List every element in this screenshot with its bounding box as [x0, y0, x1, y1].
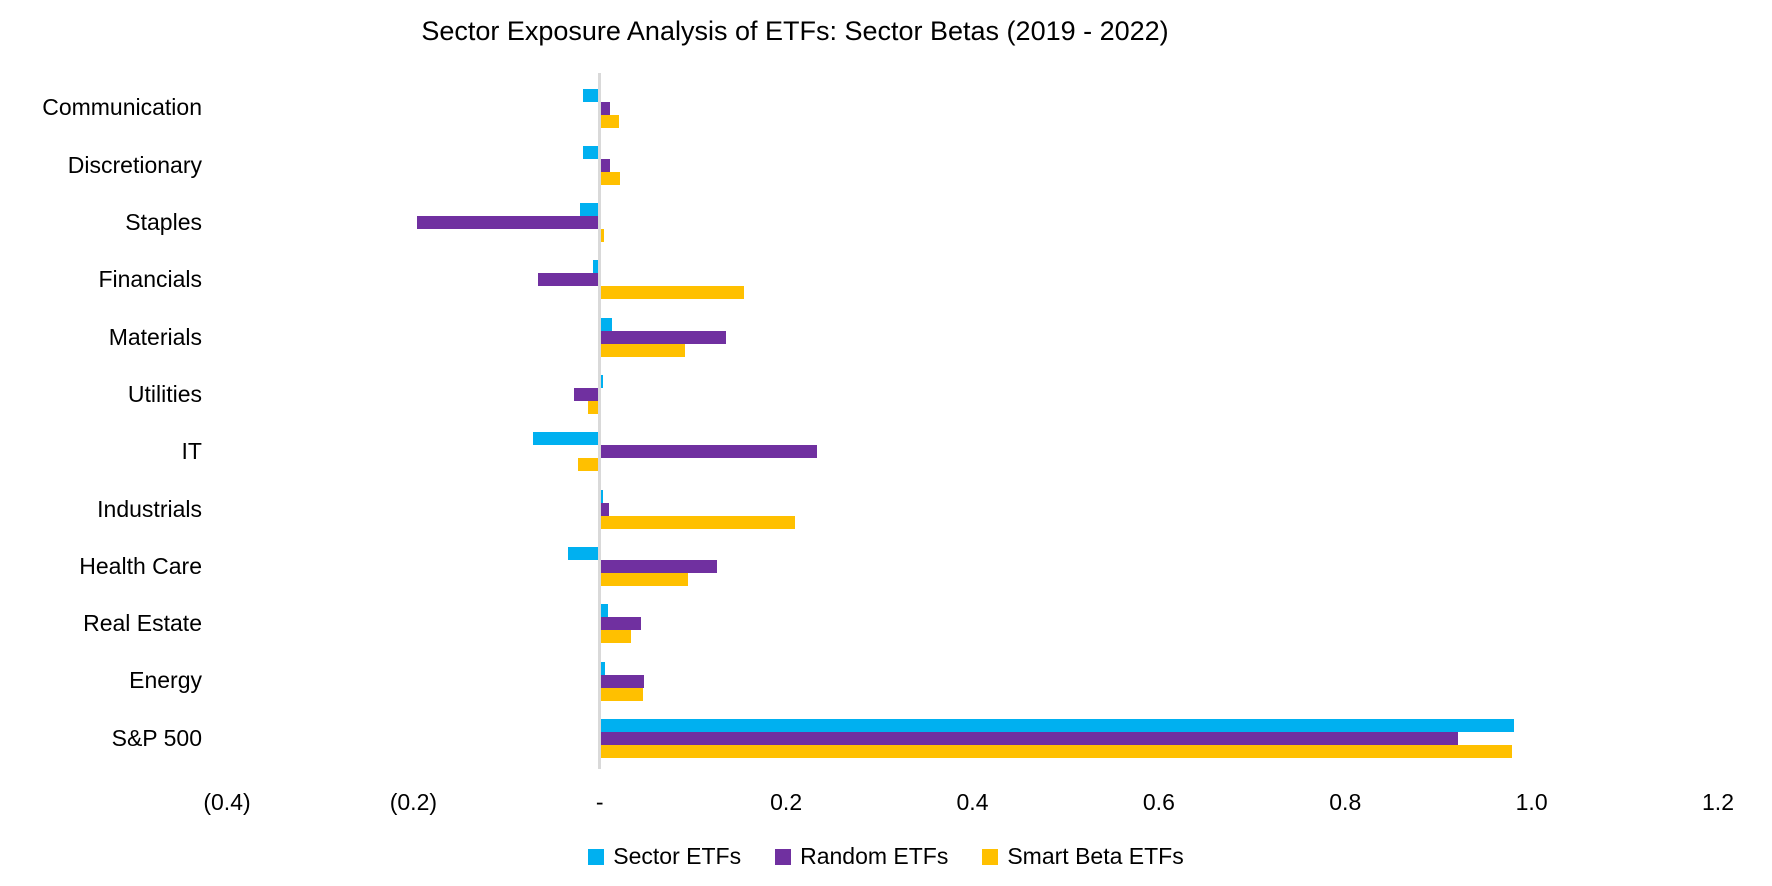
legend-label: Smart Beta ETFs	[1007, 843, 1184, 869]
legend-label: Sector ETFs	[613, 843, 742, 869]
legend-item-random-etfs: Random ETFs	[775, 843, 948, 870]
bar-random-etfs	[599, 559, 718, 573]
bar-sector-etfs	[568, 546, 600, 560]
category-label: Materials	[108, 323, 202, 350]
bar-smart-beta-etfs	[599, 687, 643, 701]
category-label: Utilities	[127, 380, 202, 407]
legend-item-sector-etfs: Sector ETFs	[588, 843, 741, 870]
chart-title: Sector Exposure Analysis of ETFs: Sector…	[421, 16, 1169, 46]
bar-sector-etfs	[599, 661, 606, 675]
bar-random-etfs	[599, 445, 817, 459]
bar-smart-beta-etfs	[578, 458, 600, 472]
bar-smart-beta-etfs	[599, 171, 621, 185]
x-tick-label: 1.0	[1515, 789, 1548, 815]
bar-random-etfs	[599, 674, 645, 688]
bar-sector-etfs	[599, 718, 1514, 732]
category-label: Discretionary	[67, 151, 202, 178]
bar-sector-etfs	[599, 604, 609, 618]
x-tick-label: -	[595, 789, 604, 815]
category-label: Real Estate	[83, 610, 202, 637]
category-label: Financials	[98, 266, 202, 293]
bar-sector-etfs	[582, 145, 600, 159]
bar-smart-beta-etfs	[599, 515, 795, 529]
bar-smart-beta-etfs	[587, 401, 600, 414]
category-label: Staples	[125, 209, 202, 236]
category-label: Industrials	[97, 495, 202, 522]
zero-axis-line	[598, 73, 602, 769]
legend-swatch-icon	[588, 848, 605, 865]
bar-smart-beta-etfs	[599, 343, 686, 357]
bar-random-etfs	[573, 388, 600, 401]
x-tick-label: (0.4)	[203, 789, 251, 815]
x-tick-label: 0.6	[1142, 789, 1175, 815]
bar-random-etfs	[538, 273, 600, 287]
legend-swatch-icon	[775, 848, 792, 865]
bar-random-etfs	[599, 330, 727, 344]
bar-random-etfs	[599, 731, 1458, 745]
legend-label: Random ETFs	[800, 843, 949, 869]
bar-random-etfs	[599, 101, 610, 115]
legend-swatch-icon	[982, 848, 999, 865]
bar-random-etfs	[599, 158, 610, 172]
bar-random-etfs	[599, 617, 641, 631]
bar-sector-etfs	[532, 432, 600, 446]
bar-sector-etfs	[599, 375, 604, 388]
bar-smart-beta-etfs	[599, 114, 620, 128]
category-label: Communication	[42, 94, 202, 121]
x-tick-label: 1.2	[1702, 789, 1734, 815]
category-label: Health Care	[79, 552, 202, 579]
bar-sector-etfs	[599, 317, 612, 331]
x-tick-label: (0.2)	[389, 789, 438, 815]
bar-smart-beta-etfs	[599, 286, 745, 300]
bar-smart-beta-etfs	[599, 229, 605, 243]
bar-sector-etfs	[599, 489, 604, 503]
bar-smart-beta-etfs	[599, 744, 1513, 758]
x-tick-label: 0.2	[770, 789, 803, 815]
category-label: Energy	[129, 667, 202, 694]
legend: Sector ETFs Random ETFs Smart Beta ETFs	[0, 843, 1772, 870]
bar-smart-beta-etfs	[599, 572, 689, 586]
bar-sector-etfs	[580, 203, 600, 217]
bar-sector-etfs	[593, 260, 600, 274]
legend-item-smart-beta-etfs: Smart Beta ETFs	[982, 843, 1184, 870]
bar-smart-beta-etfs	[599, 630, 632, 644]
bar-random-etfs	[599, 502, 610, 516]
category-label: IT	[181, 438, 202, 465]
x-tick-label: 0.4	[956, 789, 989, 815]
x-tick-label: 0.8	[1329, 789, 1362, 815]
bar-sector-etfs	[582, 88, 600, 102]
category-label: S&P 500	[111, 724, 202, 751]
bar-random-etfs	[417, 216, 600, 230]
